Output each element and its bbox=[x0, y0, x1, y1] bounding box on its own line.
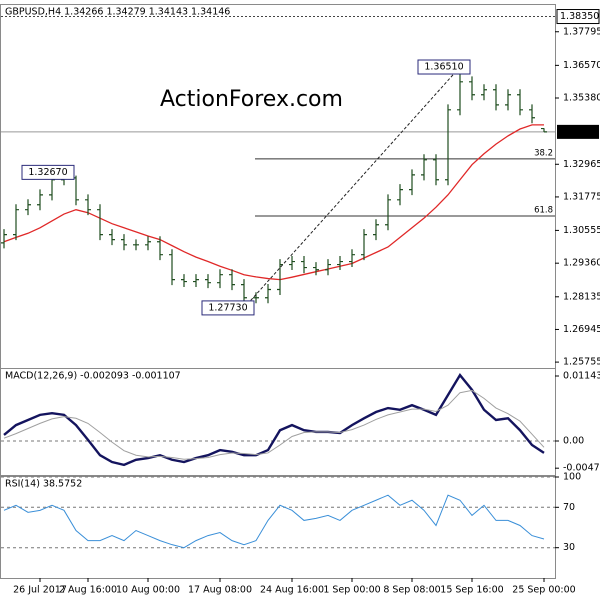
ohlc-bar bbox=[349, 249, 355, 268]
macd-line bbox=[3, 389, 545, 460]
y-tick-label: -0.004782 bbox=[563, 463, 600, 474]
watermark: ActionForex.com bbox=[160, 87, 343, 112]
ohlc-bar bbox=[121, 234, 127, 251]
x-tick-label: 17 Aug 08:00 bbox=[188, 585, 252, 596]
x-tick-label: 26 Jul 2017 bbox=[13, 585, 67, 596]
ohlc-bar bbox=[265, 284, 271, 304]
ohlc-bar bbox=[253, 292, 259, 304]
ohlc-bar bbox=[541, 127, 547, 133]
panel-title: GBPUSD,H4 1.34266 1.34279 1.34143 1.3414… bbox=[5, 7, 230, 18]
annotation-box bbox=[201, 300, 255, 316]
current-price-label: 1.34146 bbox=[560, 126, 599, 137]
x-tick-label: 15 Sep 16:00 bbox=[440, 585, 503, 596]
ohlc-bar bbox=[469, 76, 475, 101]
ohlc-bar bbox=[493, 84, 499, 111]
y-tick-label: 1.25755 bbox=[563, 357, 600, 368]
price-panel bbox=[0, 4, 556, 369]
x-tick-label: 1 Sep 00:00 bbox=[323, 585, 380, 596]
panel-title: RSI(14) 38.5752 bbox=[5, 479, 82, 490]
ohlc-bar bbox=[433, 154, 439, 186]
macd-panel bbox=[0, 368, 556, 476]
annotation-box bbox=[21, 164, 75, 180]
y-tick-label: 0.00 bbox=[563, 436, 584, 447]
y-tick-label: 1.31775 bbox=[563, 191, 600, 202]
ohlc-bar bbox=[373, 219, 379, 241]
moving-average bbox=[3, 124, 544, 281]
ohlc-bar bbox=[97, 204, 103, 241]
trend-line bbox=[243, 66, 461, 309]
y-tick-label: 1.30555 bbox=[563, 225, 600, 236]
ohlc-bar bbox=[313, 262, 319, 276]
ohlc-bar bbox=[217, 269, 223, 289]
ohlc-bar bbox=[337, 256, 343, 271]
y-tick-label: 1.29360 bbox=[563, 258, 600, 269]
annotation-label: 1.27730 bbox=[208, 302, 247, 313]
y-tick-label: 1.26945 bbox=[563, 324, 600, 335]
y-tick-label: 70 bbox=[563, 502, 575, 513]
ohlc-bar bbox=[289, 256, 295, 271]
resistance-label: 1.38350 bbox=[560, 11, 599, 22]
ohlc-bar bbox=[397, 184, 403, 206]
y-tick-label: 1.35380 bbox=[563, 93, 600, 104]
ohlc-bar bbox=[145, 236, 151, 251]
x-tick-label: 24 Aug 16:00 bbox=[260, 585, 324, 596]
macd-line bbox=[3, 372, 545, 467]
x-tick-label: 8 Sep 08:00 bbox=[383, 585, 440, 596]
rsi-line bbox=[3, 494, 545, 549]
ohlc-bar bbox=[169, 249, 175, 286]
ohlc-bar bbox=[301, 256, 307, 274]
annotation-label: 1.32670 bbox=[28, 167, 67, 178]
y-tick-label: 1.28135 bbox=[563, 291, 600, 302]
ohlc-bar bbox=[205, 274, 211, 289]
ohlc-bar bbox=[25, 199, 31, 216]
y-tick-label: 0.011437 bbox=[563, 371, 600, 382]
ohlc-bar bbox=[361, 229, 367, 261]
ohlc-bar bbox=[73, 175, 79, 206]
ohlc-bar bbox=[421, 154, 427, 181]
x-tick-label: 25 Sep 00:00 bbox=[512, 585, 575, 596]
y-tick-label: 1.37795 bbox=[563, 26, 600, 37]
ohlc-bar bbox=[529, 104, 535, 124]
rsi-panel bbox=[0, 476, 556, 579]
ohlc-bar bbox=[133, 239, 139, 251]
y-tick-label: 1.36570 bbox=[563, 60, 600, 71]
ohlc-bar bbox=[1, 229, 7, 249]
y-tick-label: 100 bbox=[563, 472, 581, 483]
annotation-label: 1.36510 bbox=[424, 62, 463, 73]
ohlc-bar bbox=[445, 104, 451, 186]
ohlc-bar bbox=[481, 84, 487, 101]
x-tick-label: 10 Aug 00:00 bbox=[116, 585, 180, 596]
ohlc-bar bbox=[505, 89, 511, 111]
fib-label: 61.8 bbox=[534, 205, 553, 215]
ohlc-bar bbox=[109, 229, 115, 246]
ohlc-bar bbox=[325, 259, 331, 276]
ohlc-bar bbox=[85, 194, 91, 216]
fib-label: 38.2 bbox=[534, 148, 553, 158]
ohlc-bar bbox=[517, 89, 523, 116]
ohlc-bar bbox=[181, 274, 187, 288]
y-tick-label: 1.32965 bbox=[563, 159, 600, 170]
ohlc-bar bbox=[385, 194, 391, 231]
y-tick-label: 30 bbox=[563, 542, 575, 553]
ohlc-bar bbox=[157, 236, 163, 261]
panel-title: MACD(12,26,9) -0.002093 -0.001107 bbox=[5, 371, 181, 382]
ohlc-bar bbox=[13, 204, 19, 241]
ohlc-bar bbox=[457, 67, 463, 116]
ohlc-bar bbox=[229, 269, 235, 291]
x-tick-label: 2 Aug 16:00 bbox=[59, 585, 117, 596]
current-price-box bbox=[557, 124, 599, 139]
ohlc-bar bbox=[277, 259, 283, 296]
resistance-box bbox=[556, 9, 600, 25]
ohlc-bar bbox=[193, 274, 199, 288]
annotation-box bbox=[417, 59, 471, 75]
ohlc-bar bbox=[409, 169, 415, 196]
ohlc-bar bbox=[37, 189, 43, 211]
